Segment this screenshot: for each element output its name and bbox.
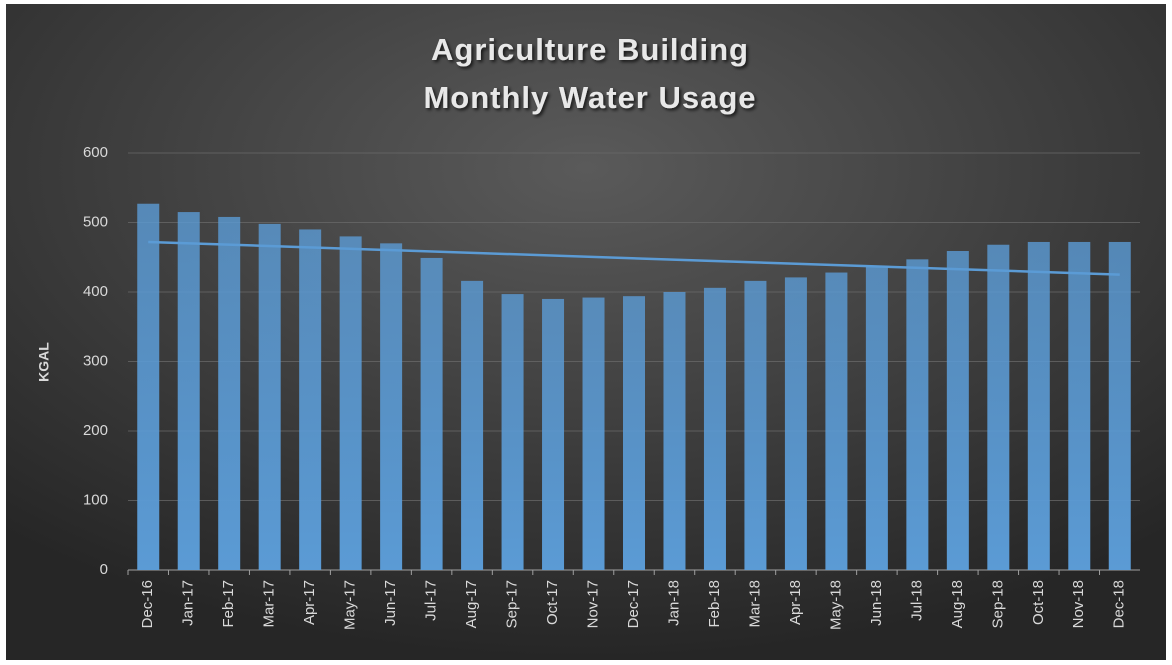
- y-tick-label: 0: [100, 561, 108, 578]
- x-tick-label: Mar-17: [261, 580, 278, 628]
- x-tick-label: Oct-17: [544, 580, 561, 625]
- x-tick-label: Apr-17: [301, 580, 318, 625]
- y-tick-label: 400: [83, 283, 108, 300]
- chart-title: Monthly Water Usage: [423, 80, 756, 115]
- bar: [582, 297, 605, 570]
- bar: [784, 277, 807, 570]
- y-tick-label: 300: [83, 352, 108, 369]
- x-tick-label: Aug-17: [463, 580, 480, 628]
- x-tick-label: May-18: [827, 580, 844, 630]
- bar: [218, 216, 241, 570]
- x-tick-label: Dec-17: [625, 580, 642, 628]
- bar: [906, 259, 929, 570]
- y-axis-label: KGAL: [36, 342, 52, 382]
- bar: [339, 236, 362, 570]
- bar: [461, 280, 484, 570]
- bar: [420, 257, 443, 570]
- x-tick-label: Nov-18: [1070, 580, 1087, 628]
- x-tick-label: May-17: [342, 580, 359, 630]
- bar: [501, 294, 524, 570]
- x-tick-label: Feb-17: [220, 580, 237, 628]
- bar: [380, 243, 403, 570]
- chart-title: Agriculture Building: [431, 32, 749, 67]
- trendline: [148, 240, 1120, 276]
- bar: [1108, 241, 1131, 570]
- bar: [1068, 241, 1091, 570]
- x-tick-label: Sep-18: [989, 580, 1006, 628]
- x-tick-label: Jul-18: [908, 580, 925, 621]
- y-tick-label: 500: [83, 213, 108, 230]
- x-tick-label: Mar-18: [746, 580, 763, 628]
- bar: [865, 266, 888, 570]
- bar: [703, 287, 726, 570]
- y-tick-label: 600: [83, 144, 108, 161]
- y-tick-label: 100: [83, 491, 108, 508]
- bar: [177, 212, 200, 570]
- x-tick-label: Dec-18: [1111, 580, 1128, 628]
- bar: [987, 244, 1010, 571]
- bar: [542, 298, 565, 570]
- x-tick-label: Jun-18: [868, 580, 885, 626]
- x-tick-label: Aug-18: [949, 580, 966, 628]
- bar: [258, 223, 281, 570]
- y-tick-label: 200: [83, 422, 108, 439]
- bar: [1027, 241, 1050, 570]
- x-tick-label: Nov-17: [584, 580, 601, 628]
- x-tick-label: Oct-18: [1030, 580, 1047, 625]
- x-tick-label: Sep-17: [504, 580, 521, 628]
- x-tick-label: Jun-17: [382, 580, 399, 626]
- x-tick-label: Jan-18: [665, 580, 682, 626]
- bar: [137, 203, 160, 571]
- x-tick-label: Apr-18: [787, 580, 804, 625]
- x-tick-label: Feb-18: [706, 580, 723, 628]
- bar: [825, 272, 848, 570]
- x-tick-label: Dec-16: [139, 580, 156, 628]
- x-tick-label: Jul-17: [423, 580, 440, 621]
- bar: [299, 229, 322, 570]
- bar: [744, 280, 767, 570]
- x-tick-label: Jan-17: [180, 580, 197, 626]
- bar: [946, 250, 969, 570]
- bar: [623, 296, 645, 570]
- bar: [663, 292, 686, 570]
